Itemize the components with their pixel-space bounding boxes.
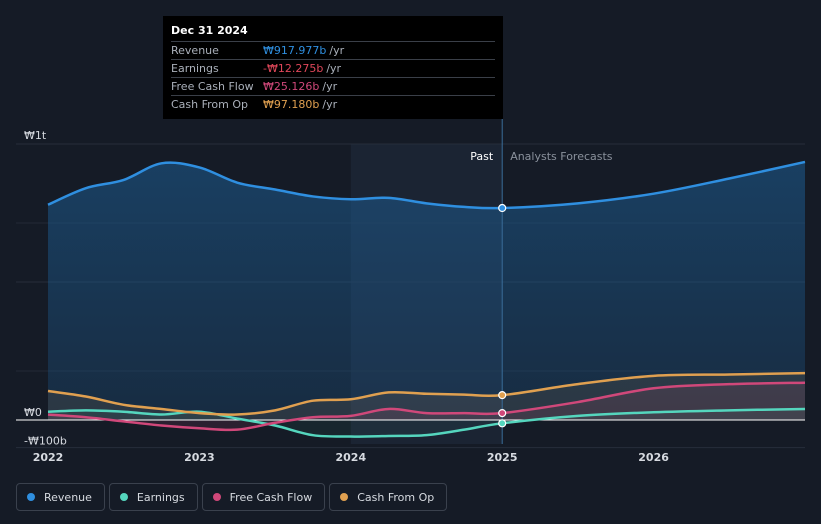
legend-dot-icon xyxy=(27,493,35,501)
line-earnings xyxy=(47,407,806,438)
past-label: Past xyxy=(470,150,494,163)
point-revenue xyxy=(498,203,507,213)
tooltip-row-free-cash-flow: Free Cash Flow ₩25.126b /yr xyxy=(171,77,495,95)
tooltip-date: Dec 31 2024 xyxy=(171,24,248,37)
tooltip-label: Revenue xyxy=(171,44,219,57)
legend-label: Revenue xyxy=(44,490,92,504)
x-tick-label: 2022 xyxy=(33,451,64,464)
tooltip-label: Earnings xyxy=(171,62,219,75)
tooltip-label: Free Cash Flow xyxy=(171,80,254,93)
y-tick-label: ₩0 xyxy=(24,406,42,419)
x-tick-label: 2026 xyxy=(638,451,669,464)
tooltip-row-revenue: Revenue ₩917.977b /yr xyxy=(171,41,495,59)
x-tick-label: 2024 xyxy=(335,451,366,464)
area-revenue xyxy=(48,161,805,420)
point-earnings xyxy=(498,419,507,428)
legend-label: Earnings xyxy=(136,490,185,504)
highlight-points xyxy=(498,203,507,428)
series-areas xyxy=(48,161,805,437)
legend-dot-icon xyxy=(212,493,221,501)
point-cash-from-op xyxy=(498,391,507,400)
line-cash-from-op xyxy=(47,371,806,416)
tooltip: Dec 31 2024 Revenue ₩917.977b /yr Earnin… xyxy=(163,16,503,119)
legend-item-earnings[interactable]: Earnings xyxy=(108,483,198,511)
legend-dot-icon xyxy=(119,493,128,501)
y-axis-labels: ₩1t ₩0 -₩100b xyxy=(24,129,67,448)
legend-item-cash-from-op[interactable]: Cash From Op xyxy=(329,483,448,511)
line-free-cash-flow xyxy=(47,381,806,432)
series-lines xyxy=(47,160,806,438)
tooltip-unit: /yr xyxy=(322,98,338,111)
area-free-cash-flow xyxy=(48,382,805,430)
legend-label: Free Cash Flow xyxy=(229,490,313,504)
line-revenue xyxy=(47,160,806,210)
tooltip-unit: /yr xyxy=(329,44,345,57)
tooltip-value: -₩12.275b xyxy=(263,62,324,75)
point-free-cash-flow xyxy=(498,409,507,418)
area-earnings xyxy=(48,408,805,437)
y-tick-label: ₩1t xyxy=(24,129,47,142)
tooltip-label: Cash From Op xyxy=(171,98,249,111)
legend-dot-icon xyxy=(340,493,349,501)
y-tick-label: -₩100b xyxy=(24,435,67,448)
tooltip-row-cash-from-op: Cash From Op ₩97.180b /yr xyxy=(171,95,495,113)
legend-item-revenue[interactable]: Revenue xyxy=(16,483,105,511)
tooltip-value: ₩25.126b xyxy=(263,80,320,93)
forecast-label: Analysts Forecasts xyxy=(510,150,613,163)
x-axis-labels: 2022 2023 2024 2025 2026 xyxy=(33,451,670,464)
tooltip-row-earnings: Earnings -₩12.275b /yr xyxy=(171,59,495,77)
tooltip-unit: /yr xyxy=(326,62,342,75)
area-cash-from-op xyxy=(48,373,805,420)
legend-label: Cash From Op xyxy=(357,490,435,504)
legend-item-free-cash-flow[interactable]: Free Cash Flow xyxy=(201,483,326,511)
x-tick-label: 2023 xyxy=(184,451,215,464)
tooltip-unit: /yr xyxy=(322,80,338,93)
tooltip-value: ₩97.180b xyxy=(263,98,320,111)
x-tick-label: 2025 xyxy=(487,451,518,464)
tooltip-value: ₩917.977b xyxy=(263,44,327,57)
legend: Revenue Earnings Free Cash Flow Cash Fro… xyxy=(16,483,448,511)
